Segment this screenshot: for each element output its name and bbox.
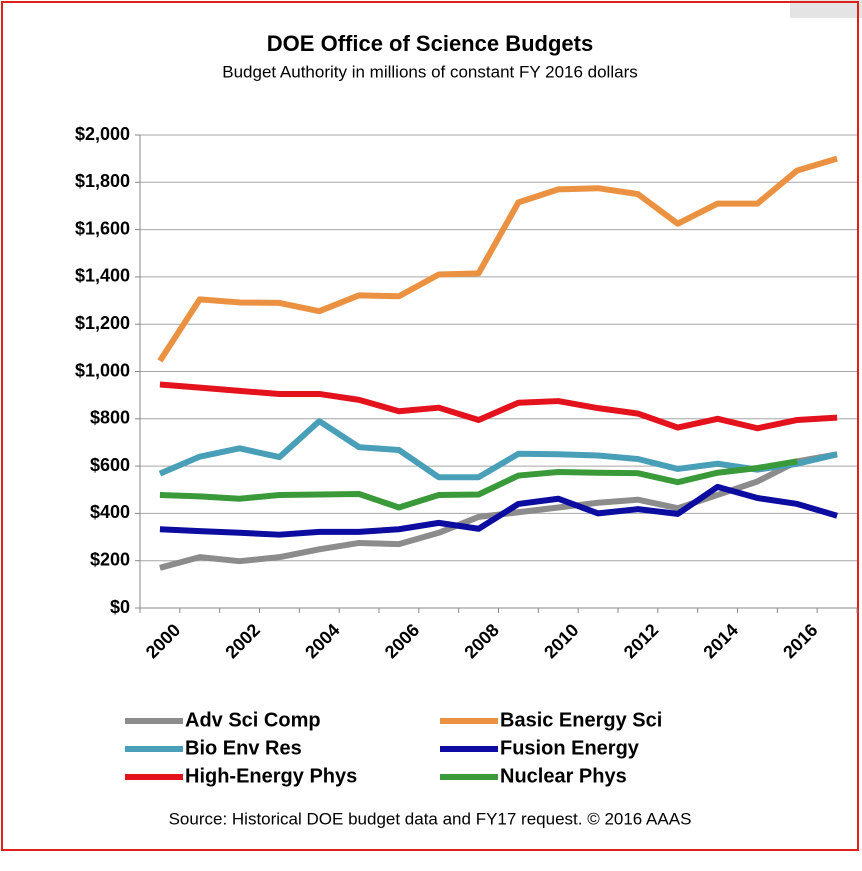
x-tick-label: 2010	[540, 620, 582, 662]
y-tick-label: $600	[90, 455, 130, 475]
y-tick-label: $400	[90, 502, 130, 522]
y-tick-label: $800	[90, 408, 130, 428]
y-tick-label: $0	[110, 597, 130, 617]
corner-box	[790, 0, 862, 18]
x-tick-label: 2004	[301, 620, 343, 662]
series-line	[159, 483, 838, 538]
chart-title: DOE Office of Science Budgets	[267, 31, 593, 56]
x-tick-label: 2000	[142, 620, 184, 662]
y-tick-label: $1,800	[75, 171, 130, 191]
series-line	[159, 458, 798, 511]
x-tick-label: 2002	[221, 620, 263, 662]
y-tick-label: $1,600	[75, 218, 130, 238]
legend-label: Fusion Energy	[500, 737, 640, 759]
x-tick-label: 2014	[699, 620, 741, 662]
legend-label: Bio Env Res	[185, 737, 302, 759]
source-note: Source: Historical DOE budget data and F…	[169, 809, 692, 828]
x-tick-label: 2012	[620, 620, 662, 662]
y-tick-label: $1,200	[75, 313, 130, 333]
y-tick-label: $200	[90, 549, 130, 569]
series-line	[158, 418, 838, 481]
series-line	[157, 155, 838, 363]
legend-label: Nuclear Phys	[500, 765, 627, 787]
y-tick-label: $2,000	[75, 124, 130, 144]
y-tick-label: $1,000	[75, 360, 130, 380]
series-line	[159, 381, 838, 432]
legend-label: Adv Sci Comp	[185, 709, 321, 731]
frame	[1, 1, 859, 851]
x-tick-label: 2016	[779, 620, 821, 662]
x-tick-label: 2006	[381, 620, 423, 662]
legend-label: High-Energy Phys	[185, 765, 357, 787]
chart-subtitle: Budget Authority in millions of constant…	[222, 62, 637, 81]
x-tick-label: 2008	[460, 620, 502, 662]
legend-label: Basic Energy Sci	[500, 709, 662, 731]
y-tick-label: $1,400	[75, 266, 130, 286]
